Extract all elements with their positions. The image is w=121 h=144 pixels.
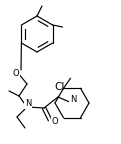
Text: N: N [70,95,76,105]
Text: O: O [13,70,19,78]
Text: Cl: Cl [55,82,65,92]
Text: N: N [25,100,31,108]
Text: O: O [52,118,58,126]
